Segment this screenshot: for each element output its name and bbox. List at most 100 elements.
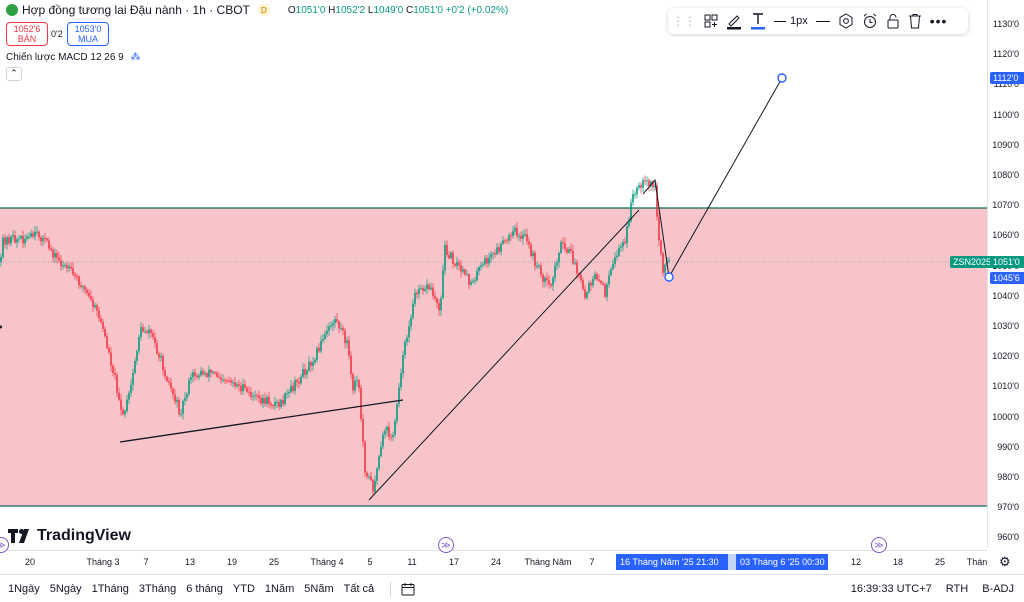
tradingview-logo[interactable]: TradingView xyxy=(8,527,131,545)
buy-button[interactable]: 1053'0 MUA xyxy=(67,22,109,46)
candle-body xyxy=(82,286,84,288)
candle-body xyxy=(248,391,250,393)
candle-body xyxy=(190,377,192,380)
symbol-title[interactable]: Hợp đồng tương lai Đậu nành · 1h · CBOT xyxy=(22,3,250,17)
candle-body xyxy=(454,263,456,266)
pencil-icon[interactable] xyxy=(722,8,746,34)
range-button[interactable]: Tất cả xyxy=(343,582,375,595)
candle-body xyxy=(624,242,626,244)
time-axis[interactable]: 20 Tháng 3 7 13 19 25 Tháng 4 5 11 17 24 Tháng Năm 7… xyxy=(0,537,987,573)
range-button[interactable]: 5Năm xyxy=(304,582,334,595)
more-icon[interactable]: ••• xyxy=(929,13,948,29)
projection-anchor-point[interactable] xyxy=(664,272,674,282)
candle-body xyxy=(198,375,200,378)
range-button[interactable]: YTD xyxy=(232,582,255,595)
candle-body xyxy=(250,391,252,398)
candle-body xyxy=(152,333,154,338)
sell-button[interactable]: 1052'6 BÁN xyxy=(6,22,48,46)
candle-body xyxy=(178,399,180,415)
candle-body xyxy=(364,442,366,473)
projection-target-point[interactable] xyxy=(777,73,787,83)
alert-icon[interactable] xyxy=(858,8,882,34)
candle-body xyxy=(308,361,310,371)
range-button[interactable]: 1Tháng xyxy=(91,582,129,595)
candle-body xyxy=(630,202,632,222)
ohlc-close: 1051'0 xyxy=(413,4,443,16)
range-button[interactable]: 6 tháng xyxy=(186,582,223,595)
candle-body xyxy=(68,266,70,269)
candle-body xyxy=(238,384,240,386)
candle-body xyxy=(156,342,158,354)
range-button[interactable]: 1Ngày xyxy=(8,582,40,595)
candle-body xyxy=(392,434,394,437)
candle-body xyxy=(232,382,234,384)
range-button[interactable]: 3Tháng xyxy=(138,582,177,595)
candle-body xyxy=(396,403,398,421)
line-width-button[interactable]: 1px xyxy=(770,8,812,34)
jump-forward-icon[interactable]: ≫ xyxy=(438,537,454,553)
range-button[interactable]: 1Năm xyxy=(264,582,295,595)
candle-body xyxy=(564,243,566,249)
delayed-badge[interactable]: D xyxy=(257,4,270,16)
candle-body xyxy=(394,420,396,435)
adjust-toggle[interactable]: B-ADJ xyxy=(982,582,1014,595)
jump-forward-icon[interactable]: ≫ xyxy=(871,537,887,553)
candle-body xyxy=(400,373,402,388)
candle-body xyxy=(252,396,254,398)
candle-body xyxy=(620,246,622,248)
candle-body xyxy=(640,185,642,188)
line-style-icon[interactable] xyxy=(812,8,834,34)
candle-body xyxy=(280,399,282,408)
candle-body xyxy=(468,274,470,285)
chart-canvas[interactable] xyxy=(0,0,987,548)
candle-body xyxy=(596,274,598,280)
candle-body xyxy=(88,292,90,297)
candle-body xyxy=(488,257,490,264)
candle-body xyxy=(432,287,434,296)
text-icon[interactable] xyxy=(746,8,770,34)
candle-body xyxy=(32,233,34,237)
candle-body xyxy=(112,365,114,373)
range-button[interactable]: 5Ngày xyxy=(49,582,82,595)
strategy-legend[interactable]: Chiến lược MACD 12 26 9 ⁂ xyxy=(6,52,141,63)
candle-body xyxy=(588,282,590,293)
session-toggle[interactable]: RTH xyxy=(945,582,969,595)
settings-icon[interactable] xyxy=(834,8,858,34)
time-tick: 25 xyxy=(934,557,946,567)
clock[interactable]: 16:39:33 UTC+7 xyxy=(850,582,932,595)
candle-body xyxy=(58,257,60,261)
candle-body xyxy=(336,319,338,322)
candle-body xyxy=(100,318,102,322)
range-rectangle[interactable] xyxy=(0,208,987,506)
chart-settings-icon[interactable]: ⚙ xyxy=(999,554,1011,569)
candle-body xyxy=(254,395,256,397)
lock-icon[interactable] xyxy=(882,8,904,34)
time-tick: 25 xyxy=(268,557,280,567)
ohlc-open: 1051'0 xyxy=(295,4,326,16)
price-tick: 970'0 xyxy=(997,502,1019,513)
candle-body xyxy=(214,372,216,374)
drag-handle-icon[interactable]: ⋮⋮ xyxy=(672,14,696,28)
candle-body xyxy=(556,262,558,266)
candle-body xyxy=(634,194,636,196)
collapse-legend-button[interactable]: ⌃ xyxy=(6,67,22,81)
price-chart[interactable] xyxy=(0,0,987,548)
candle-body xyxy=(62,265,64,267)
candle-body xyxy=(610,269,612,276)
candle-body xyxy=(230,380,232,383)
strategy-settings-icon[interactable]: ⁂ xyxy=(130,52,141,63)
time-tick: 17 xyxy=(448,557,460,567)
candle-body xyxy=(158,353,160,358)
candle-body xyxy=(74,274,76,277)
candle-body xyxy=(266,397,268,404)
time-tick: 7 xyxy=(589,557,595,567)
candle-body xyxy=(352,374,354,391)
trash-icon[interactable] xyxy=(904,8,926,34)
candle-body xyxy=(600,280,602,284)
candle-body xyxy=(362,419,364,443)
candle-body xyxy=(346,340,348,344)
candle-body xyxy=(574,262,576,264)
date-range-icon[interactable] xyxy=(401,582,415,596)
template-icon[interactable] xyxy=(700,8,722,34)
candle-body xyxy=(428,284,430,290)
